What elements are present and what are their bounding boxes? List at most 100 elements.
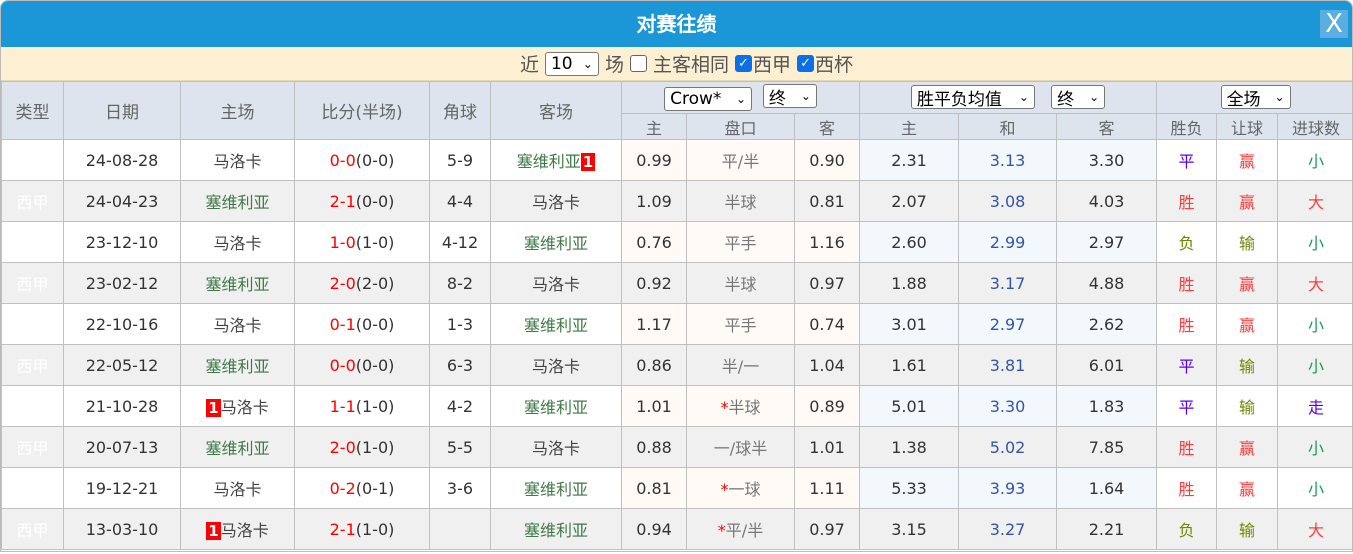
handicap-result: 赢 — [1216, 303, 1279, 345]
goals-result: 走 — [1277, 385, 1352, 427]
date-cell: 19-12-21 — [63, 467, 181, 509]
table-row[interactable]: 西甲 24-08-28 马洛卡 0-0(0-0) 5-9 塞维利亚 1 0.99 … — [1, 139, 1352, 181]
date-cell: 23-12-10 — [63, 221, 181, 263]
home-team-cell[interactable]: 1 马洛卡 — [180, 508, 295, 550]
league-checkbox-copa[interactable]: ✓ — [797, 55, 815, 72]
eu-away-odds: 4.03 — [1056, 180, 1158, 222]
home-team-cell[interactable]: 马洛卡 — [180, 303, 295, 345]
home-team-cell[interactable]: 马洛卡 — [180, 467, 295, 509]
home-team-cell[interactable]: 塞维利亚 — [180, 344, 295, 386]
handicap-cell: 半球 — [686, 262, 795, 304]
asia-company-value: Crow* — [670, 88, 722, 109]
handicap-value: 平/半 — [721, 152, 760, 171]
col-win-loss: 胜负 — [1156, 113, 1218, 140]
score-cell: 2-0(2-0) — [294, 262, 430, 304]
win-loss-result: 胜 — [1156, 426, 1218, 468]
red-card-badge: 1 — [580, 153, 596, 171]
col-asia-home: 主 — [621, 113, 687, 140]
eu-draw-odds: 3.81 — [958, 344, 1058, 386]
asia-away-odds: 1.16 — [793, 221, 861, 263]
home-team-name: 马洛卡 — [213, 480, 262, 499]
league-checkbox-laliga[interactable]: ✓ — [735, 55, 752, 72]
home-team-cell[interactable]: 塞维利亚 — [180, 180, 295, 222]
eu-home-odds: 2.60 — [859, 221, 960, 263]
away-team-cell[interactable]: 塞维利亚 — [490, 508, 622, 550]
table-row[interactable]: 西甲 23-12-10 马洛卡 1-0(1-0) 4-12 塞维利亚 0.76 … — [1, 221, 1352, 263]
asia-home-odds: 0.86 — [621, 344, 687, 386]
full-time-score: 2-1 — [329, 519, 356, 539]
asia-away-odds: 1.11 — [793, 467, 861, 509]
handicap-value: 半球 — [728, 398, 761, 417]
away-team-name: 塞维利亚 — [523, 234, 588, 253]
table-row[interactable]: 西甲 21-10-28 1 马洛卡 1-1(1-0) 4-2 塞维利亚 1.01 … — [1, 385, 1352, 427]
full-time-score: 0-2 — [329, 478, 356, 498]
full-time-score: 2-0 — [329, 273, 356, 293]
away-team-cell[interactable]: 马洛卡 — [490, 262, 622, 304]
eu-away-odds: 1.83 — [1056, 385, 1158, 427]
away-team-cell[interactable]: 塞维利亚 — [490, 385, 622, 427]
eu-stage-select[interactable]: 终 ⌄ — [1051, 85, 1106, 110]
home-team-cell[interactable]: 塞维利亚 — [180, 262, 295, 304]
league-cell: 西甲 — [1, 508, 64, 550]
half-time-score: (0-0) — [355, 314, 395, 334]
filter-bar: 近 10 ⌄ 场 主客相同 ✓ 西甲 ✓ 西杯 — [1, 47, 1352, 81]
close-button[interactable]: X — [1320, 10, 1348, 38]
table-row[interactable]: 西甲 23-02-12 塞维利亚 2-0(2-0) 8-2 马洛卡 0.92 半… — [1, 262, 1352, 304]
half-time-score: (1-0) — [355, 519, 395, 539]
handicap-cell: *平/半 — [686, 508, 795, 550]
match-count-value: 10 — [550, 53, 573, 74]
away-team-cell[interactable]: 马洛卡 — [490, 344, 622, 386]
score-cell: 1-0(1-0) — [294, 221, 430, 263]
col-away: 客场 — [490, 81, 622, 140]
home-team-cell[interactable]: 马洛卡 — [180, 139, 295, 181]
handicap-result: 赢 — [1216, 467, 1279, 509]
away-team-cell[interactable]: 塞维利亚 — [490, 303, 622, 345]
period-value: 全场 — [1226, 89, 1261, 110]
eu-type-value: 胜平负均值 — [916, 89, 1002, 110]
goals-result: 小 — [1277, 139, 1352, 181]
home-team-cell[interactable]: 1 马洛卡 — [180, 385, 295, 427]
asia-stage-select[interactable]: 终 ⌄ — [762, 84, 817, 109]
corner-cell: 4-12 — [429, 221, 491, 263]
chevron-down-icon: ⌄ — [1018, 90, 1029, 105]
table-row[interactable]: 西甲 24-04-23 塞维利亚 2-1(0-0) 4-4 马洛卡 1.09 半… — [1, 180, 1352, 222]
table-row[interactable]: 西甲 13-03-10 1 马洛卡 2-1(1-0) 塞维利亚 0.94 *平/半… — [1, 508, 1352, 550]
handicap-value: 一球 — [728, 480, 761, 499]
away-team-name: 马洛卡 — [531, 357, 580, 376]
away-team-name: 塞维利亚 — [523, 316, 588, 335]
away-team-cell[interactable]: 塞维利亚 1 — [490, 139, 622, 181]
table-row[interactable]: 西甲 22-10-16 马洛卡 0-1(0-0) 1-3 塞维利亚 1.17 平… — [1, 303, 1352, 345]
eu-home-odds: 3.01 — [859, 303, 960, 345]
full-time-score: 2-1 — [329, 191, 356, 211]
away-team-cell[interactable]: 塞维利亚 — [490, 467, 622, 509]
asia-company-select[interactable]: Crow* ⌄ — [664, 86, 753, 111]
away-team-cell[interactable]: 塞维利亚 — [490, 221, 622, 263]
handicap-result: 输 — [1216, 508, 1279, 550]
asia-stage-value: 终 — [768, 88, 786, 109]
score-cell: 2-1(0-0) — [294, 180, 430, 222]
table-row[interactable]: 西甲 22-05-12 塞维利亚 0-0(0-0) 6-3 马洛卡 0.86 半… — [1, 344, 1352, 386]
asia-home-odds: 0.88 — [621, 426, 687, 468]
match-count-select[interactable]: 10 ⌄ — [544, 51, 599, 76]
goals-result: 大 — [1277, 508, 1352, 550]
eu-type-select[interactable]: 胜平负均值 ⌄ — [910, 85, 1035, 110]
asia-away-odds: 0.97 — [793, 508, 861, 550]
handicap-result: 赢 — [1216, 180, 1279, 222]
goals-result: 小 — [1277, 221, 1352, 263]
home-team-cell[interactable]: 马洛卡 — [180, 221, 295, 263]
home-team-cell[interactable]: 塞维利亚 — [180, 426, 295, 468]
period-select[interactable]: 全场 ⌄ — [1220, 85, 1291, 110]
date-cell: 24-08-28 — [63, 139, 181, 181]
full-time-score: 0-0 — [329, 355, 356, 375]
col-asia-away: 客 — [793, 113, 861, 140]
away-team-cell[interactable]: 马洛卡 — [490, 426, 622, 468]
same-home-checkbox[interactable] — [629, 55, 647, 72]
home-team-name: 马洛卡 — [213, 152, 262, 171]
col-home: 主场 — [180, 81, 295, 140]
handicap-cell: *半球 — [686, 385, 795, 427]
away-team-cell[interactable]: 马洛卡 — [490, 180, 622, 222]
table-row[interactable]: 西甲 19-12-21 马洛卡 0-2(0-1) 3-6 塞维利亚 0.81 *… — [1, 467, 1352, 509]
h2h-table: 类型 日期 主场 比分(半场) 角球 客场 Crow* ⌄ 终 ⌄ 胜平负均值 ⌄ 终… — [1, 81, 1352, 550]
table-row[interactable]: 西甲 20-07-13 塞维利亚 2-0(1-0) 5-5 马洛卡 0.88 一… — [1, 426, 1352, 468]
handicap-cell: 半球 — [686, 180, 795, 222]
